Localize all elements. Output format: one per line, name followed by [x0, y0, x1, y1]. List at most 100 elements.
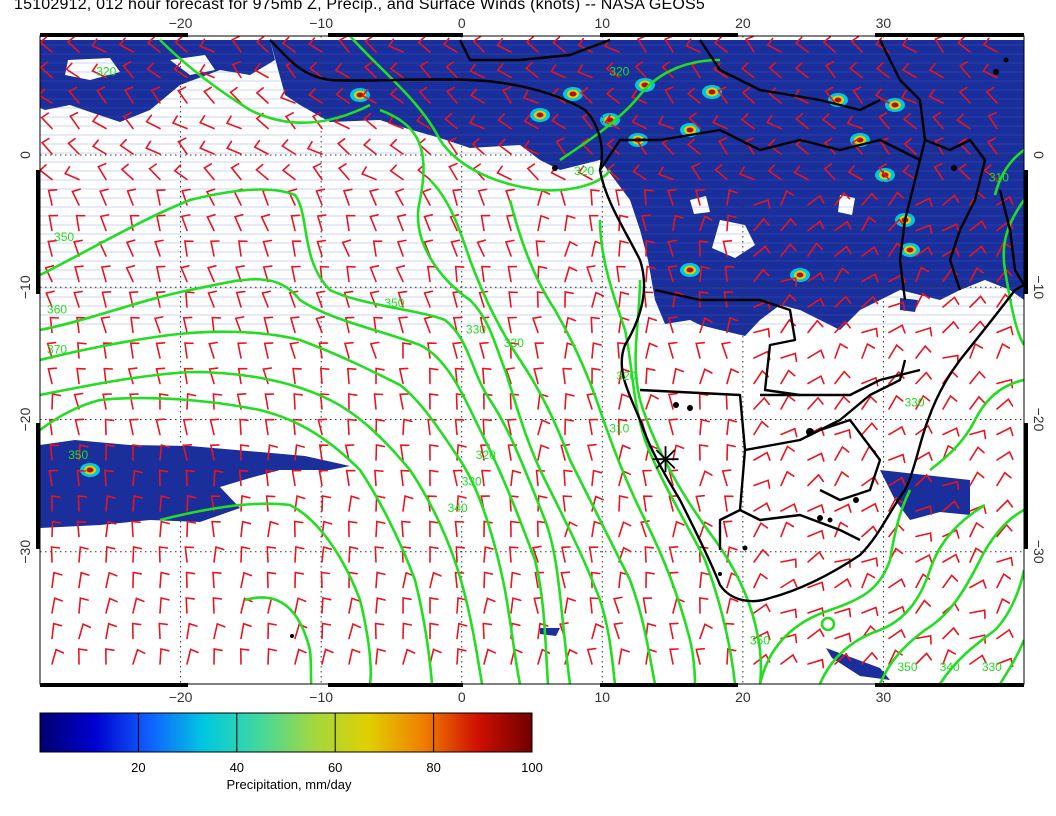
lon-tick-label-bottom: 0	[458, 689, 466, 705]
wind-barb	[688, 112, 701, 130]
colorbar-tick-label: 20	[131, 760, 145, 775]
wind-barb	[616, 265, 626, 283]
wind-barb	[91, 114, 107, 130]
wind-barb	[888, 476, 906, 487]
wind-barb	[184, 342, 194, 359]
wind-barb	[934, 137, 944, 155]
wind-barb	[343, 290, 354, 308]
contour-labels: 320 320 320 350 360 370 350 330 330 320 310 320 330 3…	[47, 65, 1009, 674]
wind-barb	[402, 648, 416, 665]
wind-barb	[669, 648, 679, 665]
wind-barb	[77, 342, 87, 359]
wind-barb	[396, 214, 407, 232]
wind-barb	[942, 427, 960, 437]
wind-barb	[423, 290, 434, 308]
lat-tick-label-right: −10	[1031, 275, 1047, 299]
wind-barb	[235, 290, 246, 308]
contour-label: 330	[504, 336, 524, 350]
wind-barb	[199, 140, 215, 155]
wind-barb	[768, 87, 782, 104]
wind-barb	[807, 658, 825, 669]
wind-barb	[306, 140, 323, 155]
wind-barb	[969, 295, 987, 308]
precip-core-red	[891, 102, 899, 108]
precip-core-red	[686, 127, 694, 133]
wind-barb	[903, 138, 917, 155]
wind-barb	[661, 61, 674, 79]
wind-barb	[375, 597, 386, 614]
wind-barb	[645, 367, 656, 385]
precip-core-red	[686, 267, 694, 273]
wind-barb	[264, 393, 275, 410]
wind-barb	[618, 291, 630, 308]
wind-barb	[456, 622, 468, 640]
wind-barb	[969, 579, 987, 589]
wind-barb	[40, 112, 53, 130]
wind-barb	[456, 648, 467, 665]
wind-barb	[996, 556, 1014, 567]
wind-barb	[698, 444, 709, 461]
wind-barb	[129, 342, 140, 359]
wind-barb	[289, 341, 299, 359]
wind-barb	[618, 240, 629, 257]
wind-barb	[348, 597, 361, 614]
wind-barb	[186, 648, 199, 665]
wind-barb	[807, 242, 824, 257]
wind-barb	[834, 320, 851, 334]
wind-barb	[266, 571, 277, 589]
wind-barb	[699, 470, 713, 487]
colorbar-tick-label: 80	[426, 760, 440, 775]
wind-barb	[834, 652, 852, 665]
wind-barb	[888, 218, 905, 232]
wind-barb	[942, 222, 960, 233]
wind-barb	[861, 502, 879, 513]
contour-label: 350	[54, 230, 74, 244]
wind-barb	[206, 213, 216, 232]
wind-barb	[807, 396, 824, 410]
wind-barb	[698, 240, 709, 257]
wind-barb	[888, 453, 906, 464]
wind-barb	[834, 245, 852, 257]
wind-barb	[155, 418, 166, 436]
wind-barb	[969, 267, 985, 283]
wind-barb	[915, 553, 933, 564]
lon-tick-label-bottom: 10	[594, 689, 610, 705]
wind-barb	[915, 532, 932, 542]
axis-tick-labels: −20 −20 −10 −10 0 0 10 10 20 20 30 30 0 0 −10 −10 −20 −20…	[17, 15, 1047, 705]
wind-barb	[199, 115, 215, 130]
wind-barb	[47, 239, 58, 257]
wind-barb	[260, 213, 271, 232]
wind-barb	[533, 596, 543, 614]
wind-barb	[969, 429, 987, 440]
wind-barb	[211, 316, 222, 334]
wind-barb	[231, 60, 242, 79]
wind-barb	[753, 199, 771, 209]
wind-barb	[753, 217, 770, 232]
wind-barb	[427, 495, 437, 512]
wind-barb	[483, 648, 496, 665]
wind-barb	[105, 495, 116, 512]
precipitation-field	[40, 40, 1024, 680]
wind-barb	[807, 529, 825, 540]
wind-barb	[496, 38, 512, 53]
wind-barb	[861, 327, 879, 338]
wind-barb	[824, 86, 836, 104]
wind-barb	[588, 546, 599, 563]
wind-barb	[400, 469, 410, 487]
contour-label: 330	[982, 660, 1002, 674]
wind-barb	[834, 295, 852, 308]
wind-barb	[642, 597, 653, 614]
wind-barb	[915, 266, 930, 283]
wind-barb	[76, 316, 86, 334]
wind-barb	[96, 86, 107, 104]
wind-barb	[180, 265, 190, 283]
wind-barb	[942, 500, 960, 512]
wind-barb	[942, 247, 960, 257]
wind-barb	[402, 495, 414, 512]
wind-barb	[560, 443, 570, 461]
wind-barb	[793, 165, 809, 181]
wind-barb	[510, 469, 522, 487]
wind-barb	[281, 36, 296, 53]
wind-barb	[456, 494, 467, 512]
wind-barb	[186, 520, 197, 538]
